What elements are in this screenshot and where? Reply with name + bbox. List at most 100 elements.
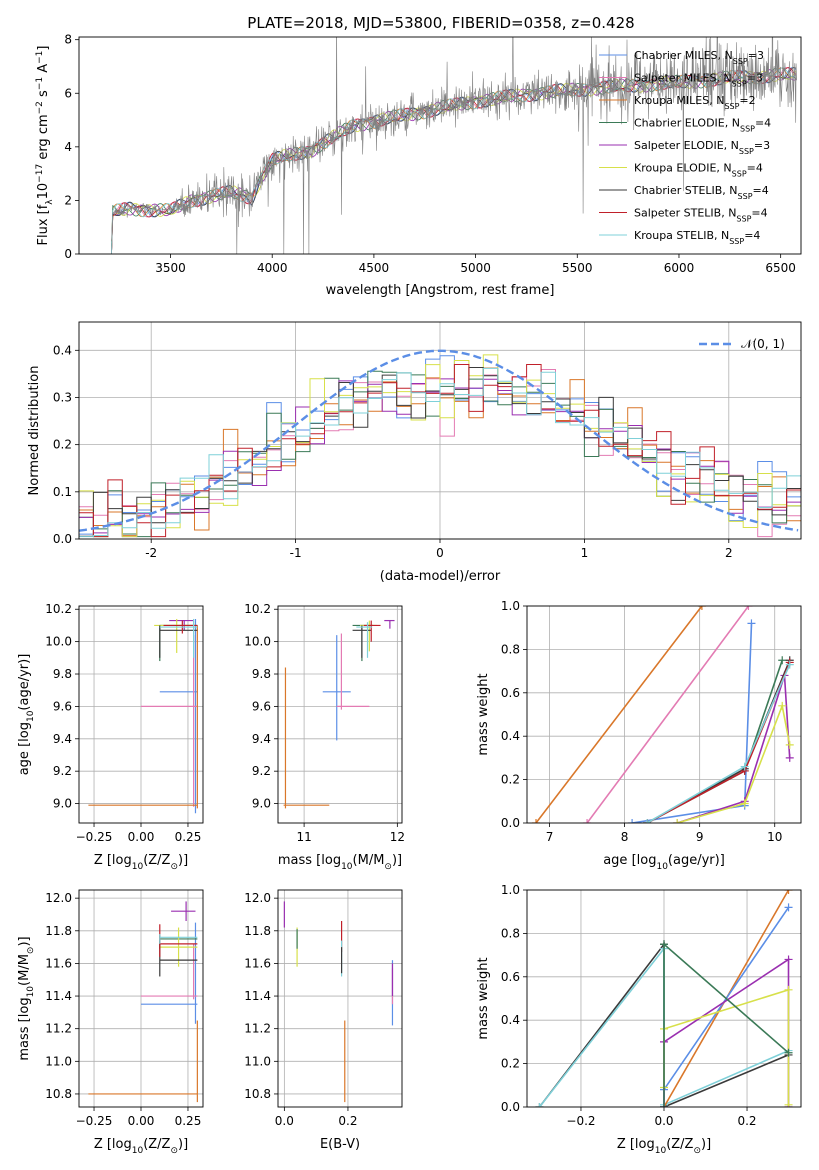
x-tick-label: 12 — [390, 830, 405, 844]
weight-marker — [744, 606, 753, 610]
x-tick-label: 0 — [436, 546, 444, 560]
y-axis-label: mass weight — [476, 957, 491, 1039]
x-tick-label: 1 — [581, 546, 589, 560]
x-tick-label: -1 — [290, 546, 302, 560]
y-tick-label: 9.0 — [252, 797, 271, 811]
error-bar-point — [88, 625, 198, 809]
weight-marker — [740, 799, 749, 808]
y-axis-label: Flux [fλ10−17 erg cm−2 s−1 A−1] — [35, 46, 55, 246]
y-tick-label: 11.2 — [244, 1022, 271, 1036]
weight-marker — [784, 903, 793, 912]
legend: Chabrier MILES, NSSP=3 Salpeter MILES, NS… — [599, 49, 771, 246]
y-tick-label: 11.4 — [244, 989, 271, 1003]
x-axis-label: Z [log10(Z/Z⊙)] — [94, 1137, 188, 1156]
x-tick-label: 0.0 — [275, 1114, 294, 1128]
y-tick-label: 0.3 — [53, 390, 72, 404]
weight-series-line — [646, 660, 783, 823]
legend-label: 𝒩(0, 1) — [741, 337, 785, 351]
legend-label: Chabrier STELIB, NSSP=4 — [634, 184, 769, 201]
x-axis-label: age [log10(age/yr)] — [603, 853, 725, 872]
x-axis-label: wavelength [Angstrom, rest frame] — [326, 283, 555, 298]
y-tick-label: 0.4 — [53, 343, 72, 357]
x-axis-label: Z [log10(Z/Z⊙)] — [94, 853, 188, 872]
x-tick-label: 10 — [767, 830, 782, 844]
weight-series-line — [676, 702, 791, 823]
y-tick-label: 11.6 — [244, 956, 271, 970]
y-tick-label: 10.0 — [45, 635, 72, 649]
weight-marker — [784, 955, 793, 964]
weight-series-line — [676, 675, 791, 823]
y-tick-label: 0.6 — [501, 686, 520, 700]
y-tick-label: 0.2 — [501, 1057, 520, 1071]
error-bar-point — [159, 618, 198, 814]
y-tick-label: 9.4 — [53, 732, 72, 746]
axes-frame — [78, 889, 204, 1108]
x-tick-label: 0.25 — [175, 1114, 202, 1128]
legend-label: Salpeter ELODIE, NSSP=3 — [634, 139, 770, 156]
error-bar-point — [171, 901, 196, 921]
error-bar-point — [356, 622, 373, 658]
y-tick-label: 1.0 — [501, 883, 520, 897]
x-tick-label: 5000 — [460, 261, 491, 275]
x-tick-label: 2 — [725, 546, 733, 560]
residual-histogram — [79, 355, 801, 538]
x-tick-label: 7 — [546, 830, 554, 844]
x-tick-label: 6500 — [765, 261, 796, 275]
error-bar-point — [322, 635, 351, 741]
spectrum-axes: 3500 4000 4500 5000 5500 6000 6500 0 2 4 6 8 wavelen… — [35, 33, 802, 298]
data-spectrum-line — [111, 37, 797, 254]
y-tick-label: 11.4 — [45, 989, 72, 1003]
y-tick-label: 0.2 — [501, 773, 520, 787]
x-axis-label: E(B-V) — [320, 1137, 360, 1152]
error-bar-point — [159, 625, 198, 658]
x-tick-label: 0.2 — [737, 1114, 756, 1128]
y-tick-label: 9.8 — [53, 667, 72, 681]
error-bar-point — [159, 934, 198, 944]
y-tick-label: 9.6 — [252, 699, 271, 713]
weight-series-line — [663, 988, 790, 1105]
x-tick-label: 0.00 — [128, 1114, 155, 1128]
y-tick-label: 10.8 — [45, 1087, 72, 1101]
y-tick-label: 11.6 — [45, 956, 72, 970]
weight-marker — [532, 819, 541, 823]
z-mass-axes: −0.25 0.00 0.25 10.8 11.0 11.2 11.4 11.6 11.8 12.… — [17, 889, 204, 1156]
axes-frame — [526, 889, 802, 1108]
x-tick-label: 0.2 — [338, 1114, 357, 1128]
weight-marker — [778, 701, 787, 710]
error-bar-point — [352, 625, 372, 658]
weight-marker — [673, 819, 682, 823]
weight-series-line — [663, 942, 790, 1107]
y-tick-label: 9.0 — [53, 797, 72, 811]
axes-frame — [78, 321, 802, 540]
error-bar-point — [384, 619, 395, 629]
y-tick-label: 11.8 — [244, 924, 271, 938]
y-tick-label: 9.4 — [252, 732, 271, 746]
y-tick-label: 0.1 — [53, 485, 72, 499]
legend-label: Salpeter MILES, NSSP=3 — [634, 72, 763, 89]
legend-label: Kroupa MILES, NSSP=2 — [634, 94, 756, 111]
y-tick-label: 0.0 — [501, 816, 520, 830]
y-tick-label: 12.0 — [45, 891, 72, 905]
weight-marker — [643, 819, 652, 823]
y-tick-label: 1.0 — [501, 599, 520, 613]
x-tick-label: 4500 — [359, 261, 390, 275]
y-tick-label: 9.2 — [252, 764, 271, 778]
weight-marker — [784, 1100, 793, 1107]
y-axis-label: Normed distribution — [27, 366, 42, 496]
x-tick-label: 3500 — [155, 261, 186, 275]
x-tick-label: 11 — [296, 830, 311, 844]
weight-marker — [784, 985, 793, 994]
weight-series-line — [535, 606, 703, 823]
y-axis-label: mass weight — [476, 673, 491, 755]
residuals-axes: -2 -1 0 1 2 0.0 0.1 0.2 0.3 0.4 𝒩(0, 1) (data-model… — [27, 321, 802, 584]
weight-marker — [784, 890, 793, 894]
y-tick-label: 0.6 — [501, 970, 520, 984]
weight-series-line — [631, 623, 753, 823]
y-tick-label: 0.2 — [53, 438, 72, 452]
y-tick-label: 0.8 — [501, 642, 520, 656]
x-tick-label: 0.0 — [654, 1114, 673, 1128]
normal-curve — [79, 349, 799, 532]
axes-frame — [78, 36, 802, 255]
weight-marker — [747, 619, 756, 628]
